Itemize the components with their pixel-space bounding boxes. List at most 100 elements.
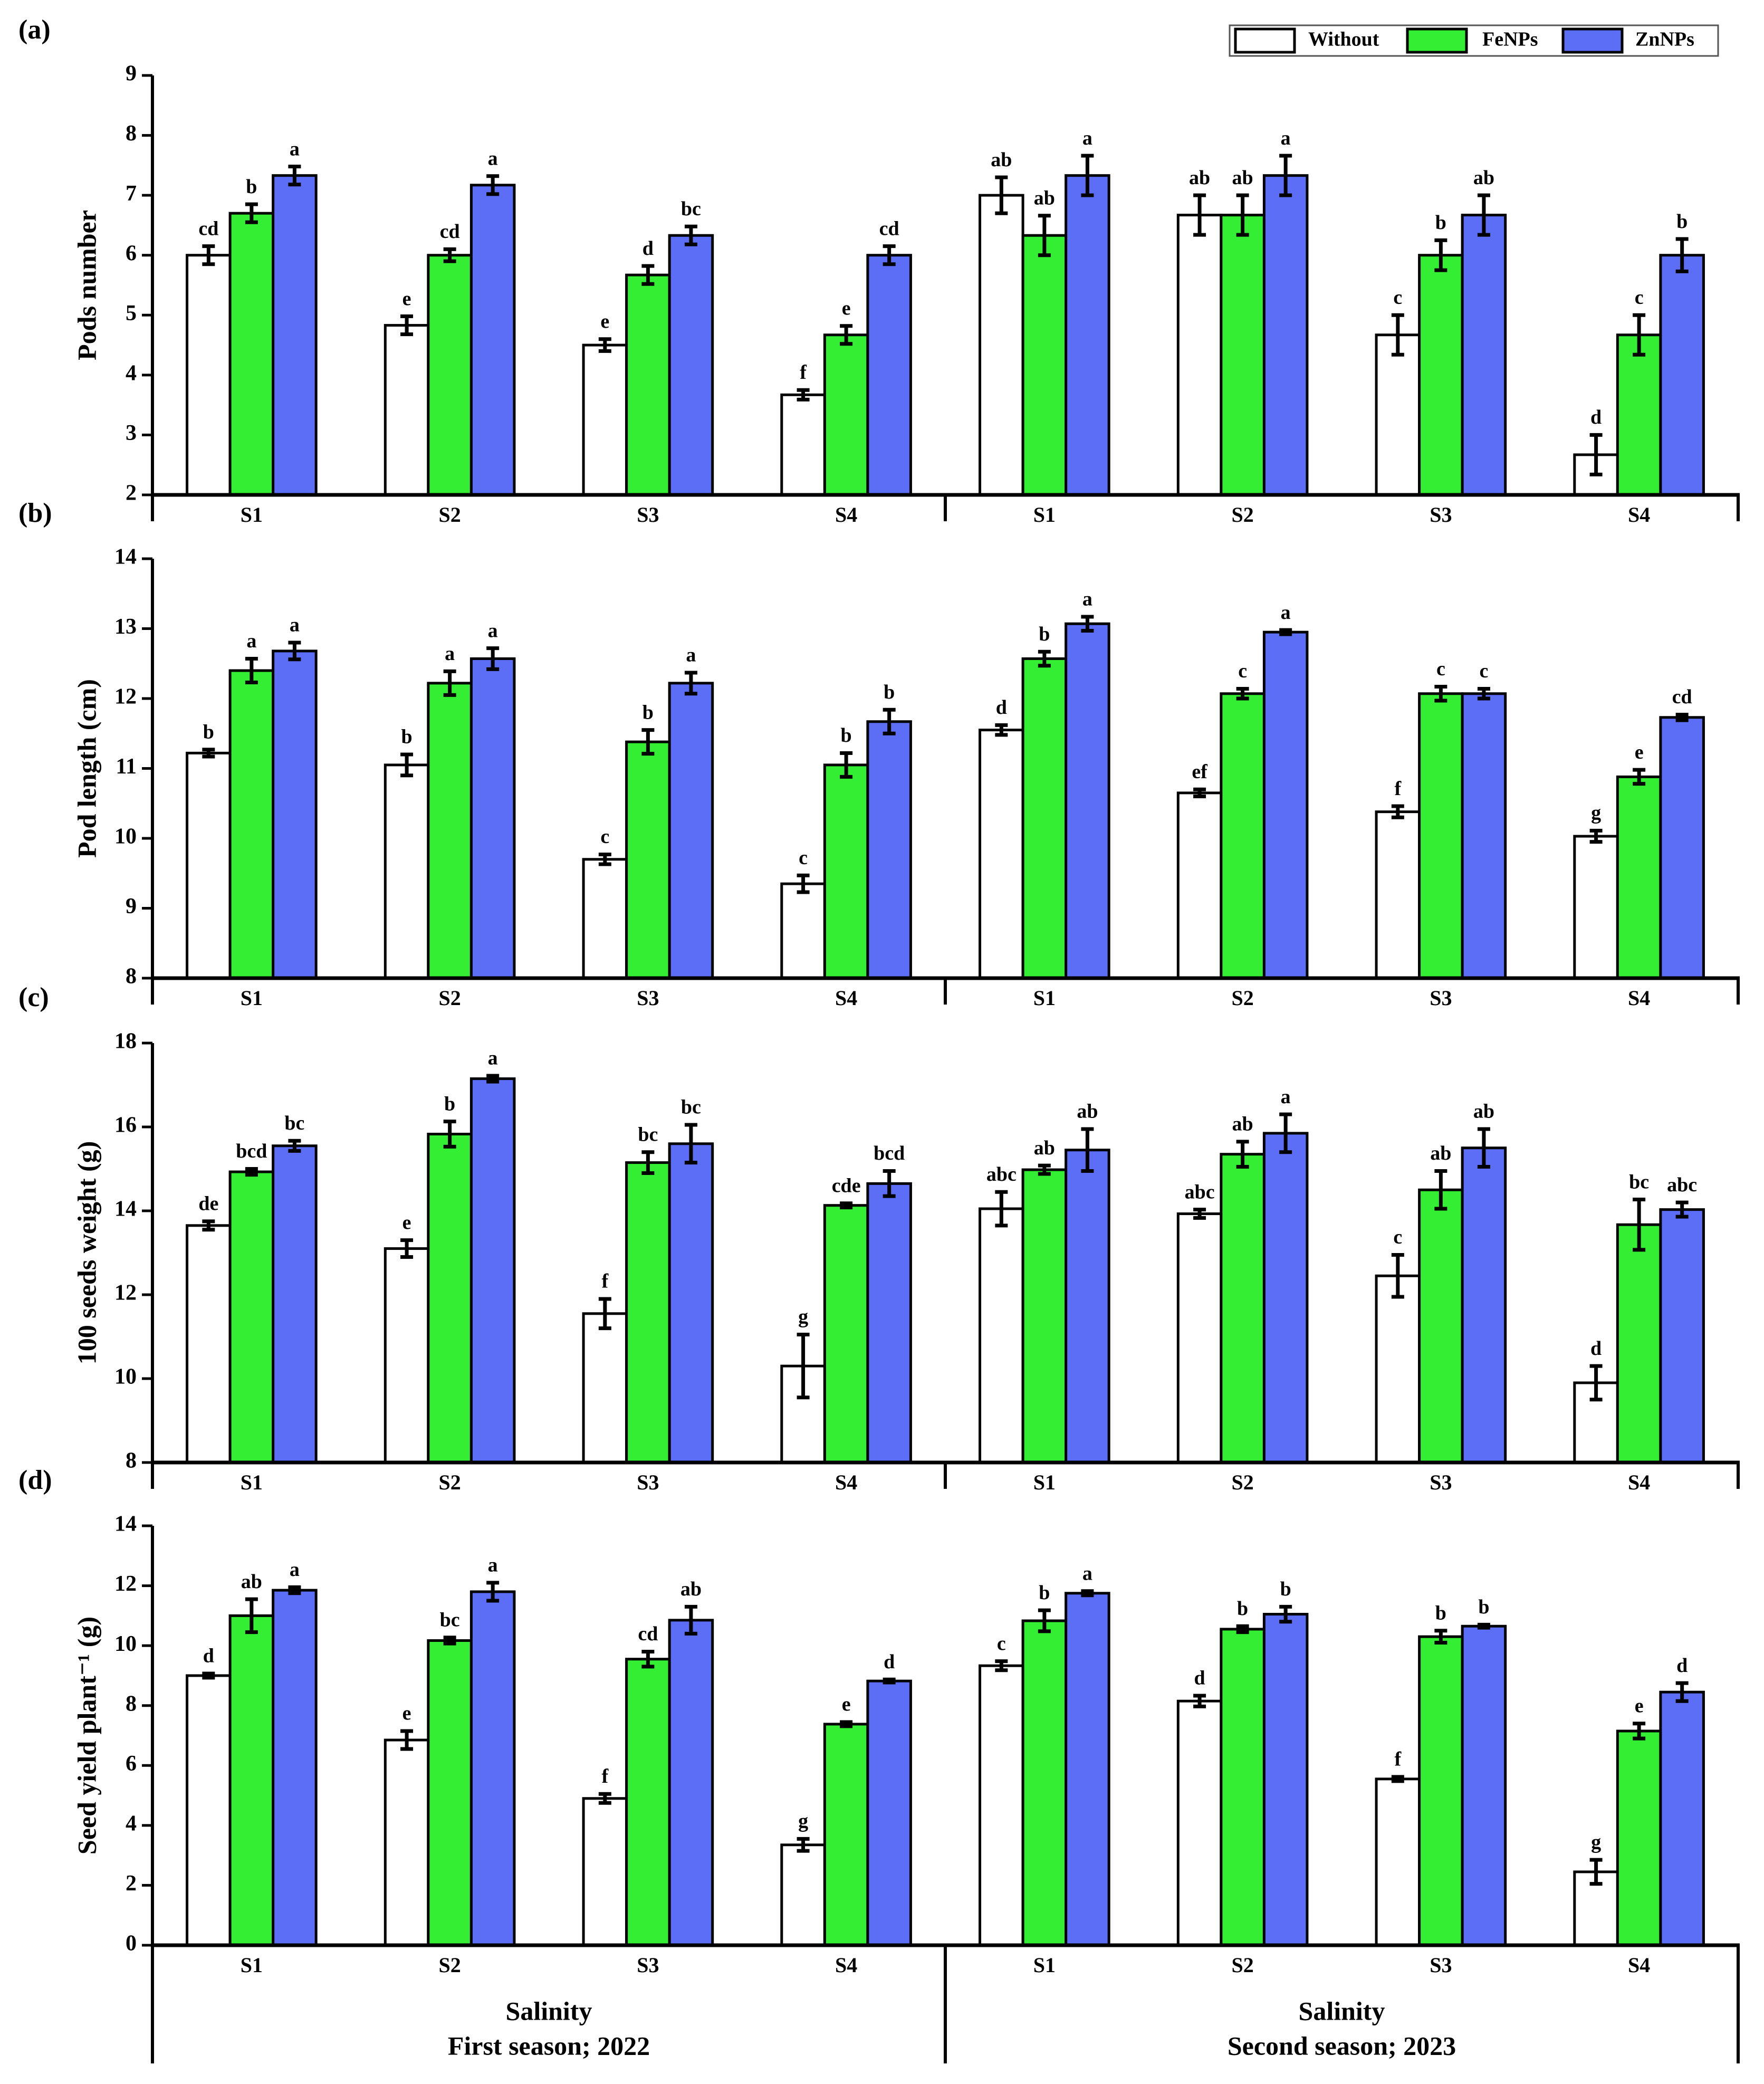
error-bar — [641, 1650, 655, 1669]
error-bar — [1279, 1112, 1292, 1154]
bar — [272, 649, 318, 980]
error-bar — [1675, 1200, 1689, 1219]
x-tick-label: S2 — [1232, 986, 1254, 1010]
x-tick-label: S2 — [439, 986, 461, 1010]
x-group-subtitle: Second season; 2023 — [1228, 2031, 1456, 2060]
legend-label: ZnNPs — [1635, 28, 1694, 51]
significance-letter: a — [246, 630, 256, 652]
x-tick-label: S2 — [1232, 1953, 1254, 1977]
bar — [1065, 1592, 1110, 1947]
x-tick-label: S4 — [835, 986, 857, 1010]
x-tick-label: S1 — [1033, 1470, 1056, 1494]
error-bar — [1477, 686, 1490, 701]
error-bar — [1434, 1169, 1447, 1211]
error-bar — [1279, 628, 1292, 636]
significance-letter: d — [996, 696, 1007, 719]
x-tick-label: S4 — [835, 1470, 857, 1494]
bar — [1418, 692, 1464, 980]
bar — [228, 1614, 275, 1947]
significance-letter: b — [444, 1093, 455, 1115]
significance-letter: abc — [1185, 1181, 1215, 1203]
bar — [625, 273, 671, 496]
error-bar — [202, 1219, 215, 1232]
error-bar — [1193, 1694, 1206, 1708]
bar — [384, 763, 430, 980]
bar — [1220, 692, 1266, 980]
error-bar — [1391, 1253, 1404, 1299]
significance-letter: b — [841, 724, 852, 747]
bar — [1220, 1153, 1266, 1464]
error-bar — [1081, 615, 1094, 633]
bar — [979, 729, 1024, 980]
bar — [1176, 1699, 1223, 1947]
error-bar — [797, 1837, 810, 1853]
significance-letter: d — [203, 1645, 214, 1667]
significance-letter: a — [488, 619, 498, 642]
bar — [469, 1590, 516, 1947]
bar — [1573, 835, 1619, 980]
error-bar — [1038, 214, 1051, 257]
y-axis-label: Pod length (cm) — [72, 679, 101, 858]
significance-letter: abc — [1667, 1174, 1697, 1196]
bar — [186, 254, 232, 496]
bar — [228, 212, 275, 496]
error-bar — [995, 1190, 1008, 1228]
error-bar — [641, 1150, 655, 1175]
significance-letter: ab — [1473, 1101, 1494, 1123]
y-tick-label: 10 — [114, 1632, 137, 1656]
bar — [582, 1797, 628, 1947]
significance-letter: f — [602, 1765, 609, 1787]
bar — [1616, 333, 1662, 496]
significance-letter: ab — [1077, 1101, 1098, 1123]
error-bar — [1589, 433, 1603, 476]
error-bar — [245, 202, 258, 224]
error-bar — [245, 1167, 258, 1177]
bar — [780, 1843, 826, 1947]
significance-letter: cd — [198, 217, 218, 240]
error-bar — [1193, 1208, 1206, 1220]
bar — [186, 1674, 232, 1947]
error-bar — [1279, 154, 1292, 197]
y-tick-label: 4 — [126, 361, 137, 385]
bar — [427, 682, 473, 980]
error-bar — [486, 1074, 500, 1084]
bar — [1616, 775, 1662, 980]
error-bar — [1434, 684, 1447, 703]
x-group-subtitle: First season; 2022 — [448, 2031, 650, 2060]
error-bar — [684, 224, 697, 246]
significance-letter: b — [884, 681, 895, 703]
bar — [186, 751, 232, 980]
significance-letter: f — [1395, 778, 1402, 800]
error-bar — [288, 1585, 301, 1595]
x-group-title: Salinity — [1299, 1996, 1385, 2025]
error-bar — [1434, 1629, 1447, 1645]
bar — [582, 858, 628, 980]
significance-letter: bc — [1629, 1171, 1649, 1193]
x-tick-label: S2 — [439, 1470, 461, 1494]
bar — [625, 740, 671, 980]
bar — [668, 234, 714, 496]
significance-letter: ab — [1232, 1113, 1253, 1135]
panel-label: (b) — [18, 498, 52, 528]
bar — [427, 1133, 473, 1464]
significance-letter: c — [799, 847, 808, 869]
significance-letter: c — [1436, 658, 1445, 680]
error-bar — [840, 324, 853, 346]
bar — [1375, 333, 1421, 496]
significance-letter: g — [1591, 802, 1601, 824]
legend-swatch — [1234, 27, 1296, 54]
error-bar — [797, 873, 810, 894]
error-bar — [400, 1729, 414, 1751]
bar — [1176, 791, 1223, 980]
bar — [823, 1723, 869, 1947]
x-tick-label: S4 — [1628, 503, 1650, 527]
x-tick-label: S4 — [1628, 1953, 1650, 1977]
bar — [979, 194, 1024, 496]
significance-letter: c — [600, 826, 609, 848]
significance-letter: e — [842, 1694, 851, 1716]
bar — [823, 333, 869, 496]
bar — [1262, 1613, 1309, 1947]
significance-letter: cd — [1672, 686, 1692, 708]
x-tick-label: S3 — [637, 986, 659, 1010]
significance-letter: d — [1590, 406, 1602, 428]
